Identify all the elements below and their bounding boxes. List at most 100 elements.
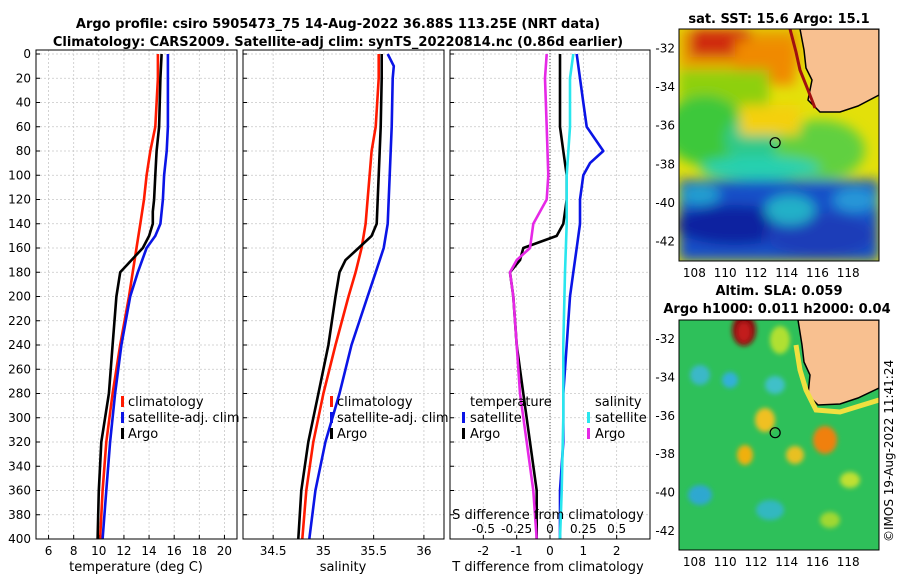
map-y-tick-label: -34 (655, 80, 675, 94)
legend-swatch-argo (121, 428, 124, 439)
sla-argo-marker (769, 427, 781, 439)
depth-tick-label: 240 (8, 338, 31, 352)
legend-label-argo: Argo (128, 427, 158, 442)
s-tick-label: 0.25 (570, 522, 597, 536)
x-tick-label: 12 (116, 544, 131, 558)
legend-swatch-satellite (121, 412, 124, 423)
depth-tick-label: 360 (8, 484, 31, 498)
series-line (301, 54, 381, 539)
map-y-tick-label: -40 (655, 196, 675, 210)
x-tick-label: 14 (141, 544, 156, 558)
x-tick-label: 35.5 (360, 544, 387, 558)
temperature-plot-area (36, 50, 237, 539)
legend-label-temp-argo: Argo (470, 427, 500, 442)
map-y-tick-label: -34 (655, 371, 675, 385)
series-group (96, 53, 170, 539)
depth-tick-label: 40 (16, 96, 31, 110)
tick-layer: 0204060801001201401601802002202402602803… (8, 41, 860, 569)
depth-tick-label: 140 (8, 217, 31, 231)
s-tick-label: 0 (546, 522, 554, 536)
x-tick-label: 6 (45, 544, 53, 558)
legend-label-climatology: climatology (128, 395, 204, 410)
depth-tick-label: 380 (8, 508, 31, 522)
map-y-tick-label: -38 (655, 157, 675, 171)
depth-tick-label: 80 (16, 144, 31, 158)
depth-tick-label: 200 (8, 290, 31, 304)
map-x-tick-label: 108 (683, 555, 706, 569)
x-tick-label: 35 (316, 544, 331, 558)
x-tick-label: 34.5 (260, 544, 287, 558)
depth-tick-label: 180 (8, 265, 31, 279)
series-line (98, 54, 160, 539)
map-y-tick-label: -32 (655, 332, 675, 346)
legend-label-sal-argo: Argo (595, 427, 625, 442)
depth-tick-label: 260 (8, 362, 31, 376)
map-x-tick-label: 118 (837, 266, 860, 280)
map-y-tick-label: -40 (655, 486, 675, 500)
depth-tick-label: 280 (8, 387, 31, 401)
series-line (558, 53, 575, 539)
x-tick-label: 8 (70, 544, 78, 558)
difference-legend: temperature satellite Argo salinity sate… (462, 395, 647, 442)
depth-tick-label: 220 (8, 314, 31, 328)
legend-swatch-climatology (330, 396, 333, 407)
map-y-tick-label: -32 (655, 41, 675, 55)
legend-swatch-temp-satellite (462, 412, 465, 423)
legend-label-climatology: climatology (337, 395, 413, 410)
difference-frame (449, 49, 651, 540)
temperature-x-label: temperature (deg C) (69, 560, 203, 575)
depth-tick-label: 120 (8, 193, 31, 207)
legend-title-salinity: salinity (595, 395, 642, 410)
chart-title-line2: Climatology: CARS2009. Satellite-adj cli… (53, 35, 623, 50)
x-tick-label: 0 (546, 544, 554, 558)
map-y-tick-label: -36 (655, 409, 675, 423)
x-tick-label: 1 (580, 544, 588, 558)
map-x-tick-label: 116 (806, 266, 829, 280)
legend-swatch-satellite (330, 412, 333, 423)
series-group (297, 53, 396, 539)
sst-map (679, 29, 879, 261)
legend-label-satellite: satellite-adj. clim (337, 411, 449, 426)
salinity-frame (242, 49, 445, 540)
depth-tick-label: 100 (8, 168, 31, 182)
s-tick-label: -0.25 (501, 522, 532, 536)
legend-swatch-sal-satellite (587, 412, 590, 423)
depth-tick-label: 400 (8, 532, 31, 546)
legend-label-argo: Argo (337, 427, 367, 442)
sst-argo-marker (769, 137, 781, 149)
map-y-tick-label: -36 (655, 119, 675, 133)
legend-swatch-temp-argo (462, 428, 465, 439)
map-y-tick-label: -42 (655, 524, 675, 538)
series-line (101, 54, 170, 539)
legend-label-sal-satellite: satellite (595, 411, 647, 426)
s-tick-label: 0.5 (607, 522, 626, 536)
legend-label-temp-satellite: satellite (470, 411, 522, 426)
map-x-tick-label: 118 (837, 555, 860, 569)
depth-tick-label: 340 (8, 459, 31, 473)
series-line (308, 53, 396, 539)
series-line (508, 53, 550, 539)
map-y-tick-label: -42 (655, 235, 675, 249)
s-tick-label: -0.5 (472, 522, 495, 536)
sst-map-frame (678, 28, 880, 262)
difference-top-x-label: S difference from climatology (452, 508, 644, 523)
x-tick-label: 16 (167, 544, 182, 558)
series-layer (96, 53, 605, 539)
legend-label-satellite: satellite-adj. clim (128, 411, 240, 426)
map-x-tick-label: 116 (806, 555, 829, 569)
depth-tick-label: 300 (8, 411, 31, 425)
temperature-legend: climatology satellite-adj. clim Argo (121, 395, 240, 442)
map-x-tick-label: 110 (714, 555, 737, 569)
x-tick-label: 2 (613, 544, 621, 558)
legend-swatch-sal-argo (587, 428, 590, 439)
legend-swatch-argo (330, 428, 333, 439)
salinity-x-label: salinity (320, 560, 367, 575)
temperature-frame (35, 49, 238, 540)
depth-tick-label: 320 (8, 435, 31, 449)
sla-map (679, 320, 879, 550)
x-tick-label: -2 (477, 544, 489, 558)
sla-map-subtitle: Argo h1000: 0.011 h2000: 0.04 (663, 302, 890, 317)
depth-tick-label: 160 (8, 241, 31, 255)
series-line (297, 54, 384, 539)
